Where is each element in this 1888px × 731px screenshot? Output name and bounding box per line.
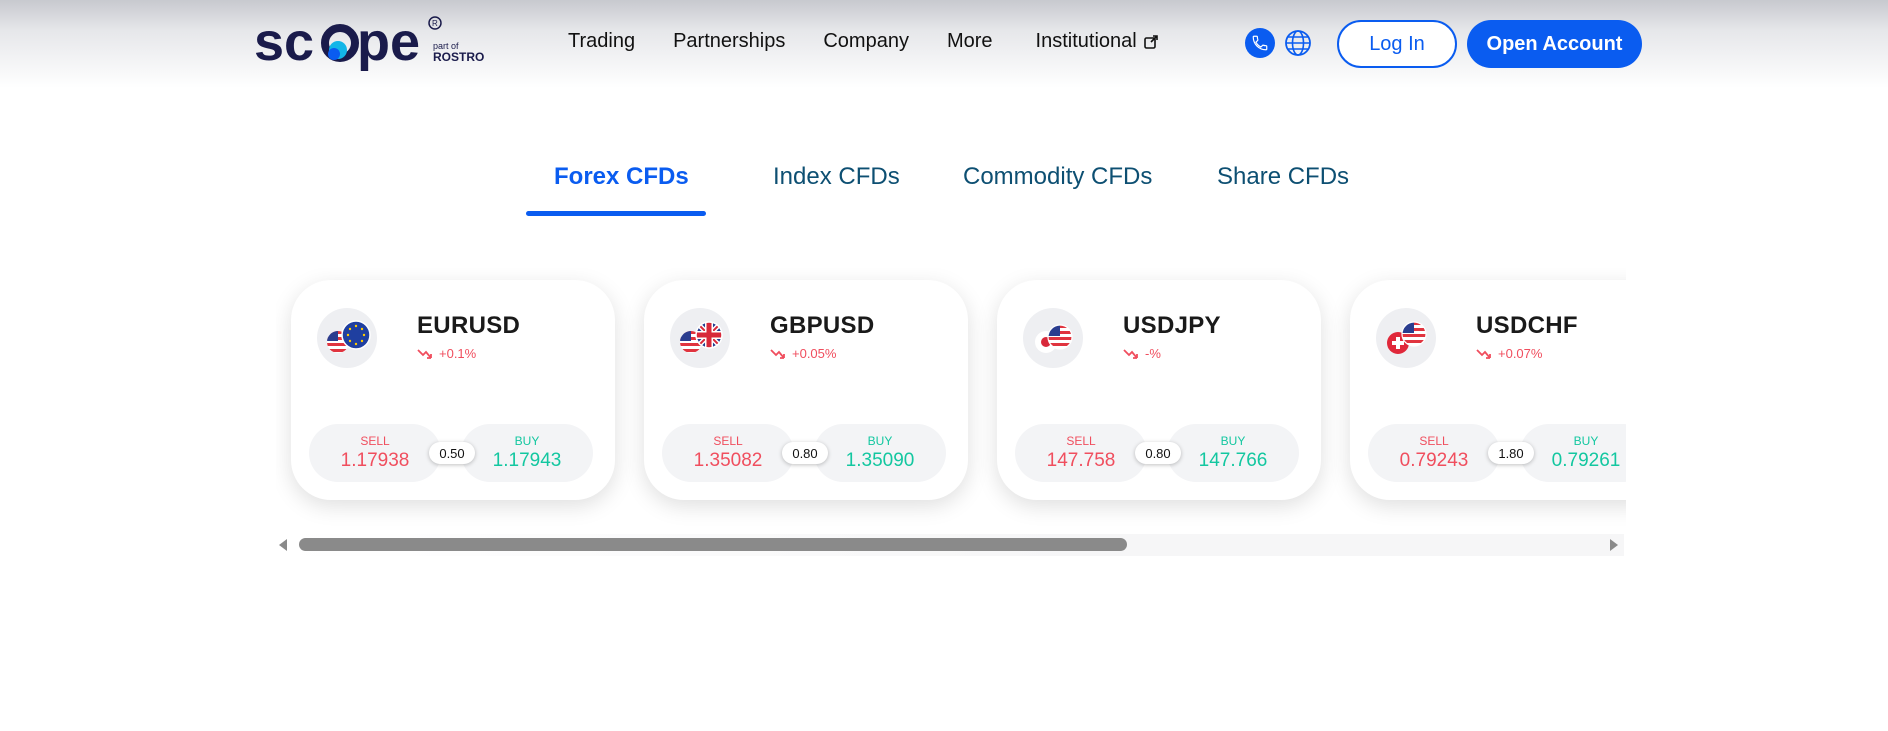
main-nav: Trading Partnerships Company More Instit… <box>568 30 1196 53</box>
us-flag-icon <box>1047 324 1073 350</box>
price-change: +0.1% <box>417 346 476 361</box>
buy-price: 147.766 <box>1198 450 1268 471</box>
external-link-icon <box>1143 34 1158 49</box>
eu-flag-icon <box>341 320 371 350</box>
site-header: sc pe R part of ROSTRO Trading Partnersh… <box>0 0 1888 88</box>
price-change-value: +0.07% <box>1498 346 1543 361</box>
us-flag-icon <box>327 331 349 353</box>
market-tabs: Forex CFDs Index CFDs Commodity CFDs Sha… <box>0 163 1888 223</box>
buy-price: 1.35090 <box>845 450 915 471</box>
instrument-symbol: GBPUSD <box>770 312 875 339</box>
instrument-card-gbpusd[interactable]: GBPUSD +0.05% SELL 1.35082 0.80 BUY 1.35… <box>644 280 968 500</box>
sell-price: 147.758 <box>1046 450 1116 471</box>
price-change-value: -% <box>1145 346 1161 361</box>
instrument-carousel[interactable]: EURUSD +0.1% SELL 1.17938 0.50 BUY 1.179… <box>276 268 1626 526</box>
tab-index-cfds[interactable]: Index CFDs <box>773 163 900 190</box>
sell-button[interactable]: SELL 1.17938 <box>309 424 441 482</box>
instrument-card-usdjpy[interactable]: USDJPY -% SELL 147.758 0.80 BUY 147.766 <box>997 280 1321 500</box>
tab-share-cfds[interactable]: Share CFDs <box>1217 163 1350 190</box>
flag-pair <box>1376 308 1436 368</box>
buy-button[interactable]: BUY 1.17943 <box>461 424 593 482</box>
scope-logo[interactable]: sc pe R part of ROSTRO <box>254 14 494 74</box>
sell-price: 1.35082 <box>693 450 763 471</box>
tab-commodity-cfds[interactable]: Commodity CFDs <box>963 163 1153 190</box>
price-change: -% <box>1123 346 1161 361</box>
buy-button[interactable]: BUY 1.35090 <box>814 424 946 482</box>
svg-text:ROSTRO: ROSTRO <box>433 50 484 64</box>
trend-down-icon <box>1123 348 1138 359</box>
sell-label: SELL <box>1419 434 1449 448</box>
instrument-symbol: USDJPY <box>1123 312 1221 339</box>
scrollbar-thumb[interactable] <box>299 538 1127 551</box>
svg-text:R: R <box>432 19 438 28</box>
sell-button[interactable]: SELL 1.35082 <box>662 424 794 482</box>
nav-trading[interactable]: Trading <box>568 30 635 53</box>
trend-down-icon <box>1476 348 1491 359</box>
spread-badge: 0.50 <box>429 442 475 464</box>
price-change-value: +0.1% <box>439 346 477 361</box>
nav-institutional-label: Institutional <box>1035 30 1137 52</box>
nav-partnerships-label: Partnerships <box>673 30 786 52</box>
buy-label: BUY <box>1573 434 1599 448</box>
scroll-left-arrow-icon[interactable] <box>277 538 289 552</box>
flag-pair <box>317 308 377 368</box>
spread-badge: 1.80 <box>1488 442 1534 464</box>
svg-text:pe: pe <box>357 14 420 72</box>
nav-more-label: More <box>946 30 993 52</box>
trend-down-icon <box>417 348 432 359</box>
tab-forex-cfds[interactable]: Forex CFDs <box>554 163 689 190</box>
buy-label: BUY <box>867 434 893 448</box>
login-button[interactable]: Log In <box>1337 20 1457 68</box>
globe-icon <box>1285 30 1311 56</box>
sell-label: SELL <box>713 434 743 448</box>
instrument-card-eurusd[interactable]: EURUSD +0.1% SELL 1.17938 0.50 BUY 1.179… <box>291 280 615 500</box>
language-button[interactable] <box>1283 28 1313 58</box>
scroll-right-arrow-icon[interactable] <box>1608 538 1620 552</box>
svg-text:part of: part of <box>433 41 459 51</box>
buy-button[interactable]: BUY 0.79261 <box>1520 424 1626 482</box>
spread-badge: 0.80 <box>1135 442 1181 464</box>
sell-button[interactable]: SELL 0.79243 <box>1368 424 1500 482</box>
nav-institutional[interactable]: Institutional <box>1036 30 1158 53</box>
login-label: Log In <box>1369 32 1425 55</box>
nav-more[interactable]: More <box>947 30 993 53</box>
price-change: +0.07% <box>1476 346 1542 361</box>
phone-button[interactable] <box>1245 28 1275 58</box>
trend-down-icon <box>770 348 785 359</box>
sell-label: SELL <box>1066 434 1096 448</box>
buy-button[interactable]: BUY 147.766 <box>1167 424 1299 482</box>
buy-label: BUY <box>1220 434 1246 448</box>
open-account-label: Open Account <box>1486 32 1623 55</box>
sell-price: 1.17938 <box>340 450 410 471</box>
nav-trading-label: Trading <box>568 30 636 52</box>
buy-label: BUY <box>514 434 540 448</box>
price-change-value: +0.05% <box>792 346 837 361</box>
price-change: +0.05% <box>770 346 836 361</box>
instrument-symbol: EURUSD <box>417 312 521 339</box>
us-flag-icon <box>1401 321 1427 347</box>
svg-text:sc: sc <box>254 14 314 72</box>
instrument-card-usdchf[interactable]: USDCHF +0.07% SELL 0.79243 1.80 BUY 0.79… <box>1350 280 1626 500</box>
phone-icon <box>1252 35 1268 51</box>
instrument-symbol: USDCHF <box>1476 312 1578 339</box>
buy-price: 0.79261 <box>1551 450 1621 471</box>
nav-company-label: Company <box>823 30 909 52</box>
sell-price: 0.79243 <box>1399 450 1469 471</box>
nav-company[interactable]: Company <box>823 30 909 53</box>
sell-button[interactable]: SELL 147.758 <box>1015 424 1147 482</box>
active-tab-indicator <box>526 211 706 216</box>
buy-price: 1.17943 <box>492 450 562 471</box>
spread-badge: 0.80 <box>782 442 828 464</box>
sell-label: SELL <box>360 434 390 448</box>
nav-partnerships[interactable]: Partnerships <box>673 30 785 53</box>
open-account-button[interactable]: Open Account <box>1467 20 1642 68</box>
flag-pair <box>1023 308 1083 368</box>
flag-pair <box>670 308 730 368</box>
